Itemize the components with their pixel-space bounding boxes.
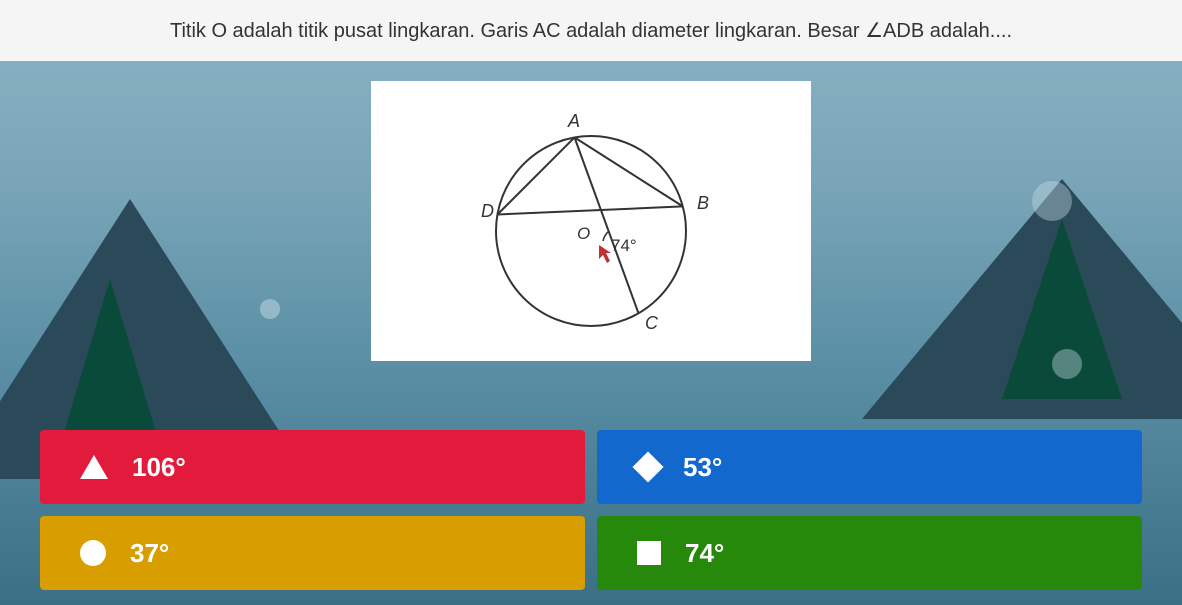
answer-label: 74°: [685, 538, 724, 569]
point-label-b: B: [697, 193, 709, 213]
answer-label: 53°: [683, 452, 722, 483]
cursor-icon: [599, 245, 611, 263]
answer-option-green[interactable]: 74°: [597, 516, 1142, 590]
circle-icon: [80, 540, 106, 566]
diagram-panel: A B C D O 74°: [371, 81, 811, 361]
question-text: Titik O adalah titik pusat lingkaran. Ga…: [170, 20, 1012, 42]
point-label-a: A: [567, 111, 580, 131]
answer-grid: 106° 53° 37° 74°: [0, 430, 1182, 590]
answer-label: 37°: [130, 538, 169, 569]
bubble-decoration: [260, 299, 280, 319]
answer-option-blue[interactable]: 53°: [597, 430, 1142, 504]
point-label-c: C: [645, 313, 659, 333]
question-bar: Titik O adalah titik pusat lingkaran. Ga…: [0, 0, 1182, 61]
answer-option-yellow[interactable]: 37°: [40, 516, 585, 590]
triangle-icon: [80, 455, 108, 479]
square-icon: [637, 541, 661, 565]
scene-background: A B C D O 74°: [0, 61, 1182, 479]
point-label-d: D: [481, 201, 494, 221]
circle-diagram: A B C D O 74°: [451, 91, 731, 351]
point-label-o: O: [577, 224, 590, 243]
diamond-icon: [632, 451, 663, 482]
center-angle-label: 74°: [611, 236, 637, 255]
bubble-decoration: [1052, 349, 1082, 379]
answer-label: 106°: [132, 452, 186, 483]
answer-option-red[interactable]: 106°: [40, 430, 585, 504]
bubble-decoration: [1032, 181, 1072, 221]
